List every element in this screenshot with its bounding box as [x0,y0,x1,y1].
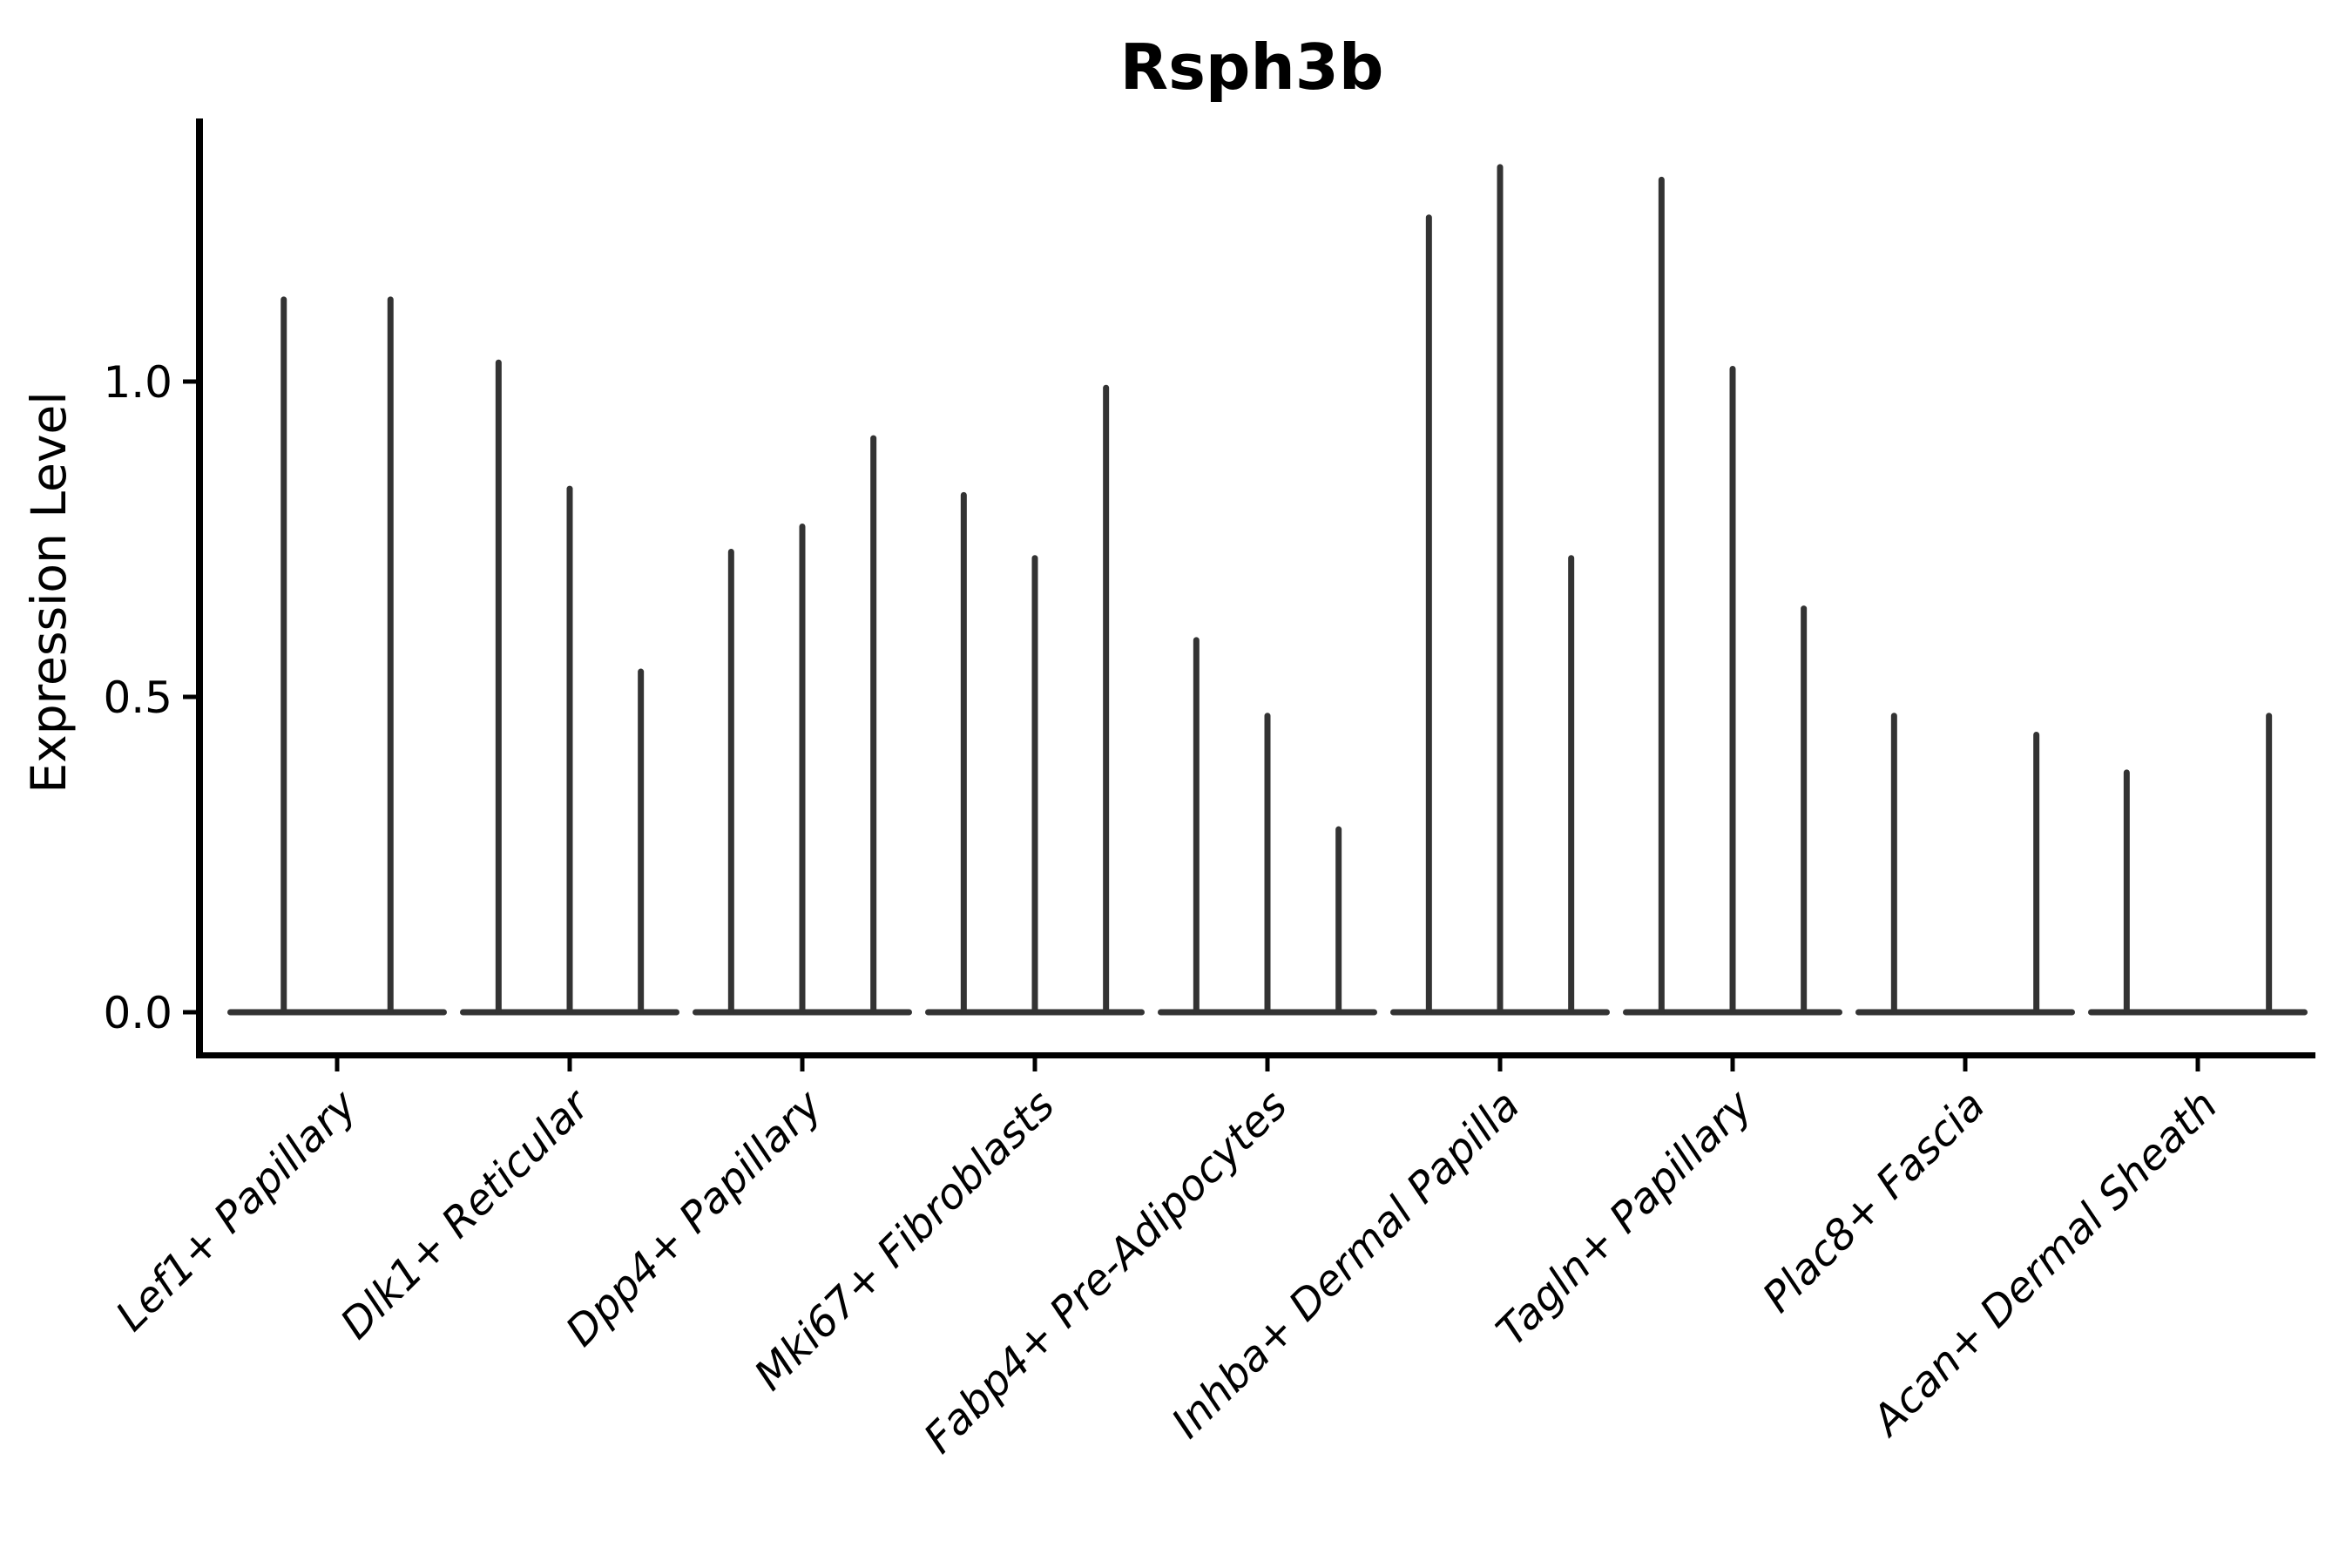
x-tick-label: Lef1+ Papillary [106,1080,367,1341]
violin-group [1623,176,1842,1016]
y-axis-label: Expression Level [21,391,77,793]
violin-group [2088,713,2308,1016]
x-tick-label: Dlk1+ Reticular [331,1079,601,1349]
chart-title: Rsph3b [1120,30,1384,104]
violin-groups [227,164,2308,1016]
violin-group [1158,637,1377,1016]
violin-group [460,359,679,1016]
y-tick-label: 0.0 [103,988,172,1038]
violin-group [693,435,912,1016]
violin-group [1390,164,1610,1016]
violin-group [1855,713,2075,1016]
y-tick-label: 1.0 [103,357,172,408]
x-tick-label: Plac8+ Fascia [1754,1081,1995,1322]
x-tick-label: Dpp4+ Papillary [557,1080,832,1355]
violin-group [227,296,447,1016]
x-ticks [335,1058,2200,1071]
x-tick-label: Tagln+ Papillary [1487,1080,1762,1355]
y-ticks: 0.0 0.5 1.0 [103,357,196,1038]
y-tick-label: 0.5 [103,672,172,723]
violin-group [925,384,1145,1016]
